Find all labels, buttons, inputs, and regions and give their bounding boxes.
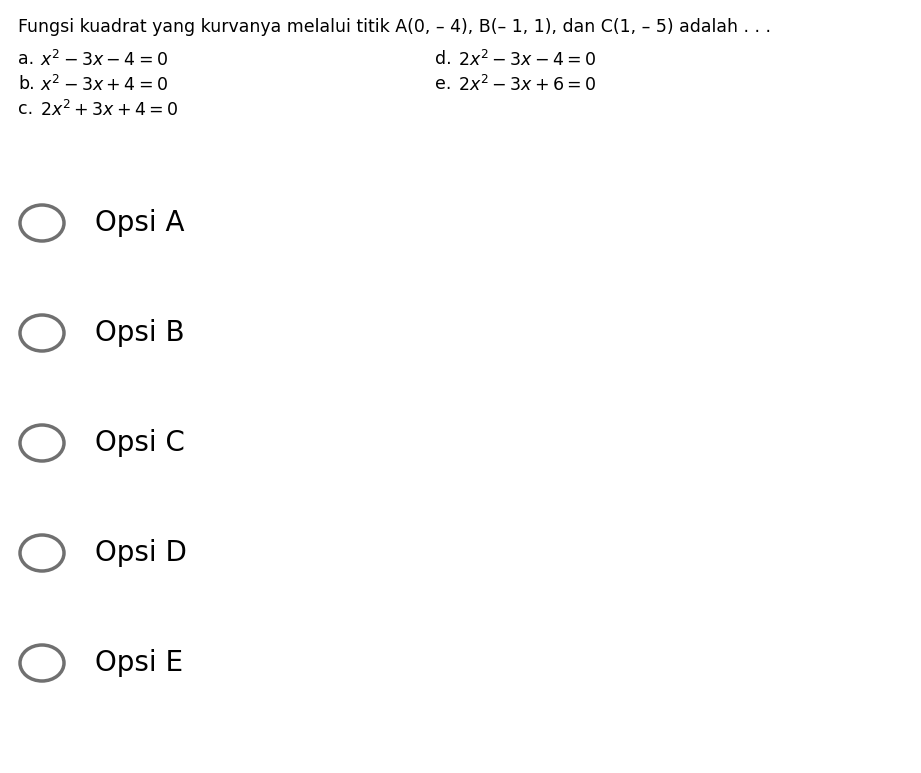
Text: Opsi A: Opsi A: [95, 209, 184, 237]
Text: $x^2 - 3x + 4 = 0$: $x^2 - 3x + 4 = 0$: [40, 75, 168, 95]
Text: c.: c.: [18, 100, 33, 118]
Text: Opsi D: Opsi D: [95, 539, 187, 567]
Text: b.: b.: [18, 75, 35, 93]
Text: $2x^2 + 3x + 4 = 0$: $2x^2 + 3x + 4 = 0$: [40, 100, 179, 120]
Text: e.: e.: [435, 75, 451, 93]
Text: $x^2 - 3x - 4 = 0$: $x^2 - 3x - 4 = 0$: [40, 50, 168, 70]
Text: Opsi C: Opsi C: [95, 429, 185, 457]
Text: d.: d.: [435, 50, 451, 68]
Text: $2x^2 - 3x + 6 = 0$: $2x^2 - 3x + 6 = 0$: [458, 75, 597, 95]
Text: a.: a.: [18, 50, 34, 68]
Text: Fungsi kuadrat yang kurvanya melalui titik A(0, – 4), B(– 1, 1), dan C(1, – 5) a: Fungsi kuadrat yang kurvanya melalui tit…: [18, 18, 771, 36]
Text: Opsi E: Opsi E: [95, 649, 183, 677]
Text: $2x^2 - 3x - 4 = 0$: $2x^2 - 3x - 4 = 0$: [458, 50, 597, 70]
Text: Opsi B: Opsi B: [95, 319, 184, 347]
